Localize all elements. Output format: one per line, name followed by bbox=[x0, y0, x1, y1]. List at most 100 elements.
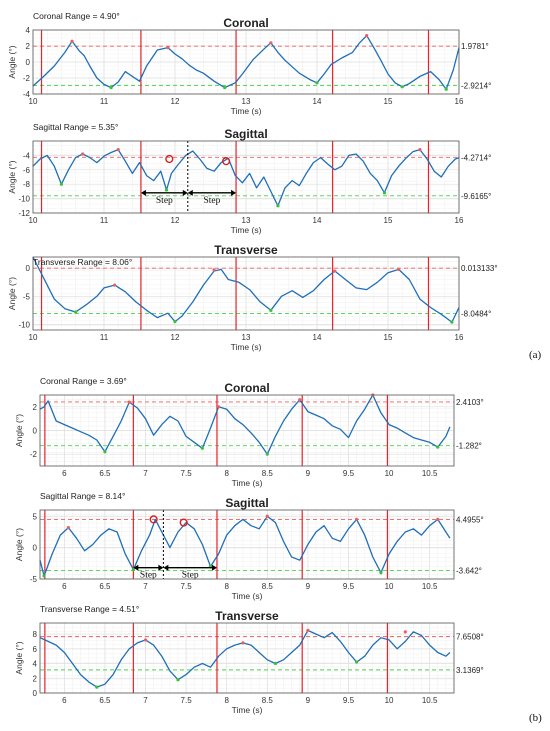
x-tick-label: 8.5 bbox=[262, 582, 274, 591]
y-axis-label: Angle (°) bbox=[14, 414, 24, 447]
lower-reference-label: -3.642° bbox=[456, 566, 482, 575]
x-tick-label: 16 bbox=[455, 216, 464, 225]
y-tick-label: -2 bbox=[30, 450, 38, 459]
x-tick-label: 9 bbox=[306, 582, 311, 591]
y-tick-label: 0 bbox=[26, 264, 31, 273]
peak-marker bbox=[365, 34, 369, 38]
y-tick-label: 0 bbox=[33, 544, 38, 553]
x-tick-label: 7 bbox=[143, 696, 148, 705]
trough-marker bbox=[354, 660, 359, 664]
peak-marker bbox=[306, 628, 310, 632]
peak-marker bbox=[298, 398, 302, 402]
upper-reference-label: 0.013133° bbox=[461, 264, 498, 273]
circled-peak-marker bbox=[179, 518, 188, 527]
x-tick-label: 8 bbox=[224, 582, 229, 591]
x-tick-label: 15 bbox=[384, 216, 393, 225]
x-tick-label: 10 bbox=[29, 97, 38, 106]
trough-marker bbox=[273, 661, 278, 666]
panel-title: Transverse bbox=[215, 609, 279, 623]
step-label: Step bbox=[203, 196, 220, 206]
x-tick-label: 10 bbox=[29, 333, 38, 342]
peak-marker bbox=[265, 514, 269, 518]
lower-reference-label: -9.6165° bbox=[461, 192, 491, 201]
peak-marker bbox=[70, 39, 74, 43]
part-label: (a) bbox=[529, 349, 542, 361]
x-tick-label: 15 bbox=[384, 97, 393, 106]
y-tick-label: 4 bbox=[33, 660, 38, 669]
trough-marker bbox=[109, 86, 113, 90]
x-tick-label: 9.5 bbox=[343, 582, 355, 591]
y-tick-label: 0 bbox=[33, 689, 38, 698]
x-tick-label: 15 bbox=[384, 333, 393, 342]
x-tick-label: 13 bbox=[242, 97, 251, 106]
angle-series-line bbox=[39, 629, 451, 688]
trough-marker bbox=[444, 87, 448, 91]
x-tick-label: 8.5 bbox=[262, 469, 274, 478]
x-tick-label: 9.5 bbox=[343, 696, 355, 705]
upper-reference-label: 7.6508° bbox=[456, 633, 484, 642]
lower-reference-label: -1.282° bbox=[456, 442, 482, 451]
peak-marker bbox=[241, 641, 245, 645]
axes-frame bbox=[32, 29, 460, 95]
peak-marker bbox=[354, 517, 359, 522]
x-tick-label: 8 bbox=[224, 696, 229, 705]
trough-marker bbox=[450, 320, 454, 324]
y-tick-label: 0 bbox=[33, 427, 38, 436]
panel-title: Sagittal bbox=[224, 127, 267, 141]
x-axis-label: Time (s) bbox=[232, 591, 263, 601]
x-tick-label: 6.5 bbox=[99, 469, 111, 478]
trough-marker bbox=[276, 204, 280, 208]
peak-marker bbox=[403, 630, 407, 634]
axes-frame bbox=[39, 622, 455, 694]
x-tick-label: 6 bbox=[62, 469, 67, 478]
circled-peak-marker bbox=[165, 154, 174, 164]
x-tick-label: 10.5 bbox=[422, 582, 438, 591]
panel-title: Transverse bbox=[214, 243, 278, 257]
x-tick-label: 14 bbox=[313, 333, 322, 342]
y-tick-label: 2 bbox=[33, 403, 38, 412]
upper-reference-label: 1.9781° bbox=[461, 42, 489, 51]
circled-peak-marker bbox=[149, 515, 158, 524]
y-tick-label: 4 bbox=[26, 26, 31, 35]
x-tick-label: 10 bbox=[29, 216, 38, 225]
x-tick-label: 10 bbox=[385, 469, 394, 478]
x-tick-label: 12 bbox=[171, 333, 180, 342]
x-tick-label: 14 bbox=[313, 216, 322, 225]
step-arrowhead-right bbox=[211, 564, 217, 571]
y-axis-label: Angle (°) bbox=[7, 160, 17, 193]
x-axis-label: Time (s) bbox=[231, 225, 262, 235]
trough-marker bbox=[103, 450, 107, 454]
chart-a-sagittal: 10 11 12 13 14 15 16 -12 -10 -8 -6 -4 Step Step -4.271… bbox=[7, 122, 491, 235]
trough-marker bbox=[173, 319, 177, 324]
x-axis-label: Time (s) bbox=[232, 478, 263, 488]
chart-b-coronal: 6 6.5 7 7.5 8 8.5 9 9.5 10 10.5 -2 0 2 2.4103° -1.282°… bbox=[14, 376, 484, 488]
x-tick-label: 6.5 bbox=[99, 582, 111, 591]
chart-a-coronal: 10 11 12 13 14 15 16 -4 -2 0 2 4 1.9781° -2.9214° Coro… bbox=[7, 11, 491, 116]
step-arrowhead-left bbox=[140, 189, 146, 196]
x-tick-label: 12 bbox=[171, 97, 180, 106]
range-text: Coronal Range = 4.90° bbox=[33, 11, 120, 21]
y-tick-label: 5 bbox=[33, 512, 38, 521]
trough-marker bbox=[382, 191, 387, 195]
x-axis-label: Time (s) bbox=[232, 705, 263, 715]
range-text: Sagittal Range = 8.14° bbox=[40, 491, 125, 501]
x-tick-label: 7 bbox=[143, 469, 148, 478]
x-tick-label: 7.5 bbox=[181, 469, 193, 478]
x-tick-label: 7 bbox=[143, 582, 148, 591]
x-tick-label: 13 bbox=[242, 216, 251, 225]
peak-marker bbox=[166, 46, 170, 50]
angle-series-line bbox=[32, 34, 460, 90]
peak-marker bbox=[436, 517, 440, 522]
axes-frame bbox=[32, 140, 460, 214]
step-arrowhead-left bbox=[163, 564, 169, 571]
x-tick-label: 9 bbox=[306, 469, 311, 478]
trough-marker bbox=[223, 86, 227, 90]
trough-marker bbox=[400, 85, 404, 89]
step-arrowhead-right bbox=[158, 564, 164, 571]
peak-marker bbox=[127, 400, 131, 404]
trough-marker bbox=[164, 188, 169, 192]
trough-marker bbox=[269, 308, 273, 312]
chart-b-sagittal: 6 6.5 7 7.5 8 8.5 9 9.5 10 10.5 -5 0 5 Step Step 4.4955… bbox=[14, 491, 484, 601]
y-tick-label: -8 bbox=[23, 180, 31, 189]
